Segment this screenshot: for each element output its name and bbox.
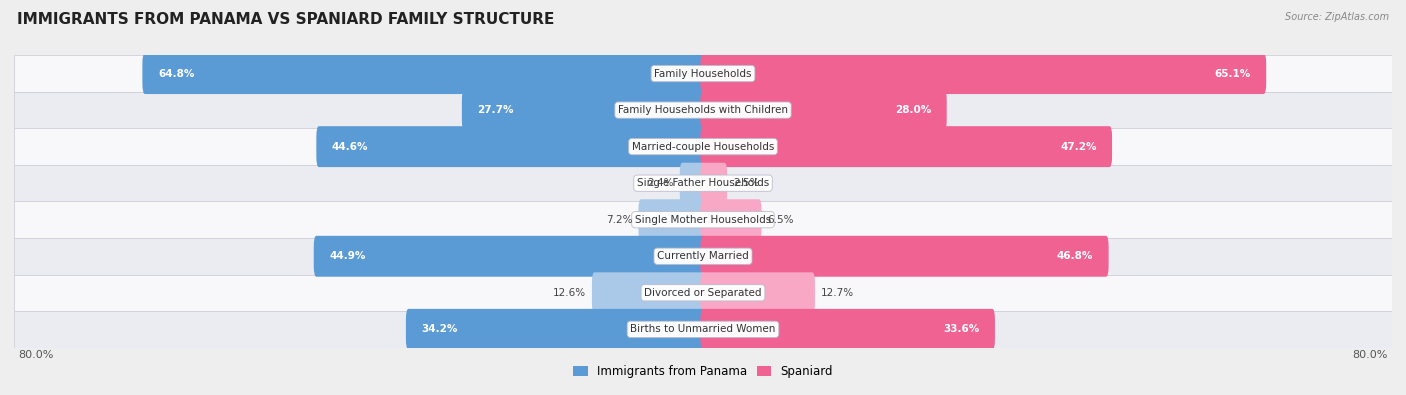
FancyBboxPatch shape bbox=[461, 90, 706, 131]
FancyBboxPatch shape bbox=[700, 236, 1108, 277]
FancyBboxPatch shape bbox=[700, 53, 1267, 94]
Legend: Immigrants from Panama, Spaniard: Immigrants from Panama, Spaniard bbox=[568, 360, 838, 383]
Text: Single Father Households: Single Father Households bbox=[637, 178, 769, 188]
Text: 7.2%: 7.2% bbox=[606, 215, 633, 225]
Text: 33.6%: 33.6% bbox=[943, 324, 980, 334]
FancyBboxPatch shape bbox=[700, 163, 727, 204]
FancyBboxPatch shape bbox=[14, 238, 1392, 275]
Text: Births to Unmarried Women: Births to Unmarried Women bbox=[630, 324, 776, 334]
FancyBboxPatch shape bbox=[638, 199, 706, 240]
Text: 65.1%: 65.1% bbox=[1215, 69, 1251, 79]
Text: Single Mother Households: Single Mother Households bbox=[636, 215, 770, 225]
Text: 44.6%: 44.6% bbox=[332, 142, 368, 152]
FancyBboxPatch shape bbox=[700, 90, 946, 131]
Text: 44.9%: 44.9% bbox=[329, 251, 366, 261]
FancyBboxPatch shape bbox=[14, 201, 1392, 238]
Text: 2.5%: 2.5% bbox=[733, 178, 759, 188]
FancyBboxPatch shape bbox=[14, 128, 1392, 165]
FancyBboxPatch shape bbox=[700, 272, 815, 313]
Text: Source: ZipAtlas.com: Source: ZipAtlas.com bbox=[1285, 12, 1389, 22]
Text: 64.8%: 64.8% bbox=[157, 69, 194, 79]
Text: IMMIGRANTS FROM PANAMA VS SPANIARD FAMILY STRUCTURE: IMMIGRANTS FROM PANAMA VS SPANIARD FAMIL… bbox=[17, 12, 554, 27]
Text: 2.4%: 2.4% bbox=[647, 178, 673, 188]
FancyBboxPatch shape bbox=[679, 163, 706, 204]
Text: 6.5%: 6.5% bbox=[768, 215, 794, 225]
Text: Married-couple Households: Married-couple Households bbox=[631, 142, 775, 152]
FancyBboxPatch shape bbox=[14, 275, 1392, 311]
Text: 46.8%: 46.8% bbox=[1057, 251, 1092, 261]
FancyBboxPatch shape bbox=[14, 92, 1392, 128]
Text: 80.0%: 80.0% bbox=[1353, 350, 1388, 360]
FancyBboxPatch shape bbox=[700, 126, 1112, 167]
Text: 27.7%: 27.7% bbox=[478, 105, 513, 115]
FancyBboxPatch shape bbox=[700, 309, 995, 350]
FancyBboxPatch shape bbox=[592, 272, 706, 313]
FancyBboxPatch shape bbox=[700, 199, 762, 240]
FancyBboxPatch shape bbox=[14, 55, 1392, 92]
Text: Divorced or Separated: Divorced or Separated bbox=[644, 288, 762, 298]
Text: Currently Married: Currently Married bbox=[657, 251, 749, 261]
Text: 47.2%: 47.2% bbox=[1060, 142, 1097, 152]
FancyBboxPatch shape bbox=[142, 53, 706, 94]
FancyBboxPatch shape bbox=[14, 311, 1392, 348]
Text: 80.0%: 80.0% bbox=[18, 350, 53, 360]
Text: 34.2%: 34.2% bbox=[422, 324, 458, 334]
Text: 28.0%: 28.0% bbox=[896, 105, 931, 115]
Text: 12.7%: 12.7% bbox=[821, 288, 853, 298]
Text: Family Households: Family Households bbox=[654, 69, 752, 79]
Text: Family Households with Children: Family Households with Children bbox=[619, 105, 787, 115]
FancyBboxPatch shape bbox=[316, 126, 706, 167]
FancyBboxPatch shape bbox=[14, 165, 1392, 201]
Text: 12.6%: 12.6% bbox=[553, 288, 586, 298]
FancyBboxPatch shape bbox=[406, 309, 706, 350]
FancyBboxPatch shape bbox=[314, 236, 706, 277]
